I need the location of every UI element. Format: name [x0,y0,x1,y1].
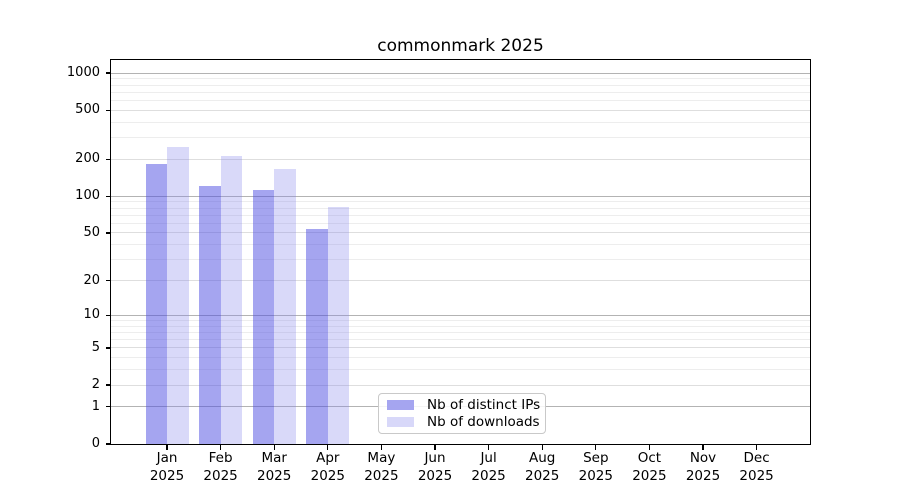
gridline-minor [111,137,810,139]
gridline [111,109,810,111]
legend-item: Nb of distinct IPs [387,397,541,413]
x-tick-label: Feb 2025 [203,450,238,484]
y-tick-label: 10 [83,307,100,323]
bar-distinct-ips-2 [199,185,221,444]
gridline-major [111,314,810,316]
gridline-minor [111,325,810,327]
gridline-minor [111,78,810,80]
gridline-minor [111,201,810,203]
x-tick-label: Nov 2025 [685,450,721,484]
x-tick-label: Sep 2025 [578,450,613,484]
bar-downloads-4 [327,207,350,444]
x-tick-label: Aug 2025 [525,450,560,484]
y-tick-label: 200 [75,151,100,167]
y-tick-mark [106,443,111,445]
gridline-minor [111,331,810,333]
gridline [111,384,810,386]
gridline-minor [111,214,810,216]
y-tick-mark [106,314,111,316]
x-tick-label: Jun 2025 [417,450,453,484]
y-tick-mark [106,109,111,111]
gridline-minor [111,100,810,102]
bar-distinct-ips-1 [145,164,167,444]
bar-distinct-ips-3 [252,190,275,444]
gridline [111,232,810,234]
x-tick-mark [702,445,704,450]
y-tick-label: 1 [91,398,100,414]
legend-swatch-distinct-ips [387,400,414,410]
y-tick-mark [106,279,111,282]
gridline-minor [111,91,810,93]
x-tick-label: Dec 2025 [739,450,774,484]
x-tick-mark [273,445,275,450]
x-tick-label: May 2025 [364,450,399,484]
legend: Nb of distinct IPs Nb of downloads [378,393,546,434]
y-tick-mark [106,232,111,234]
plot-area [110,59,811,445]
y-tick-label: 20 [83,272,100,288]
y-tick-mark [106,158,111,160]
x-tick-mark [487,445,490,450]
y-tick-label: 2 [91,377,100,393]
gridline-minor [111,244,810,246]
bar-distinct-ips-4 [306,228,328,444]
gridline-major [111,195,810,197]
x-tick-label: Jul 2025 [471,450,506,484]
y-tick-mark [106,195,111,197]
x-tick-mark [541,445,543,450]
gridline-minor [111,339,810,341]
gridline [111,280,810,282]
y-tick-mark [106,384,111,386]
y-tick-label: 5 [91,339,100,355]
x-tick-mark [327,445,329,450]
y-tick-label: 50 [83,224,100,240]
gridline-minor [111,84,810,86]
gridline-minor [111,319,810,321]
gridline-minor [111,222,810,224]
legend-item: Nb of downloads [387,414,540,430]
x-tick-label: Apr 2025 [310,450,345,484]
bar-downloads-3 [274,168,296,444]
y-tick-label: 0 [91,436,100,451]
bar-downloads-1 [167,146,189,444]
gridline-minor [111,207,810,209]
x-tick-mark [166,445,168,450]
gridline-minor [111,259,810,261]
y-tick-mark [106,72,111,74]
gridline [111,347,810,349]
bar-downloads-2 [220,156,243,444]
x-tick-mark [434,445,436,450]
y-tick-mark [106,347,111,349]
chart-title: commonmark 2025 [377,36,544,56]
y-tick-label: 500 [75,102,100,118]
x-tick-mark [380,445,383,450]
gridline-minor [111,357,810,359]
x-tick-label: Mar 2025 [257,450,292,484]
gridline-major [111,72,810,74]
y-tick-label: 100 [75,188,100,204]
legend-label: Nb of distinct IPs [427,397,541,413]
x-tick-mark [595,445,597,450]
y-tick-mark [106,406,111,408]
x-tick-mark [755,445,758,450]
y-tick-label: 1000 [66,65,100,81]
legend-swatch-downloads [387,417,414,427]
gridline-minor [111,121,810,123]
x-tick-mark [219,445,222,450]
x-tick-label: Oct 2025 [632,450,667,484]
legend-label: Nb of downloads [427,414,540,430]
x-tick-label: Jan 2025 [149,450,185,484]
gridline-minor [111,369,810,371]
gridline [111,158,810,160]
x-tick-mark [648,445,651,450]
